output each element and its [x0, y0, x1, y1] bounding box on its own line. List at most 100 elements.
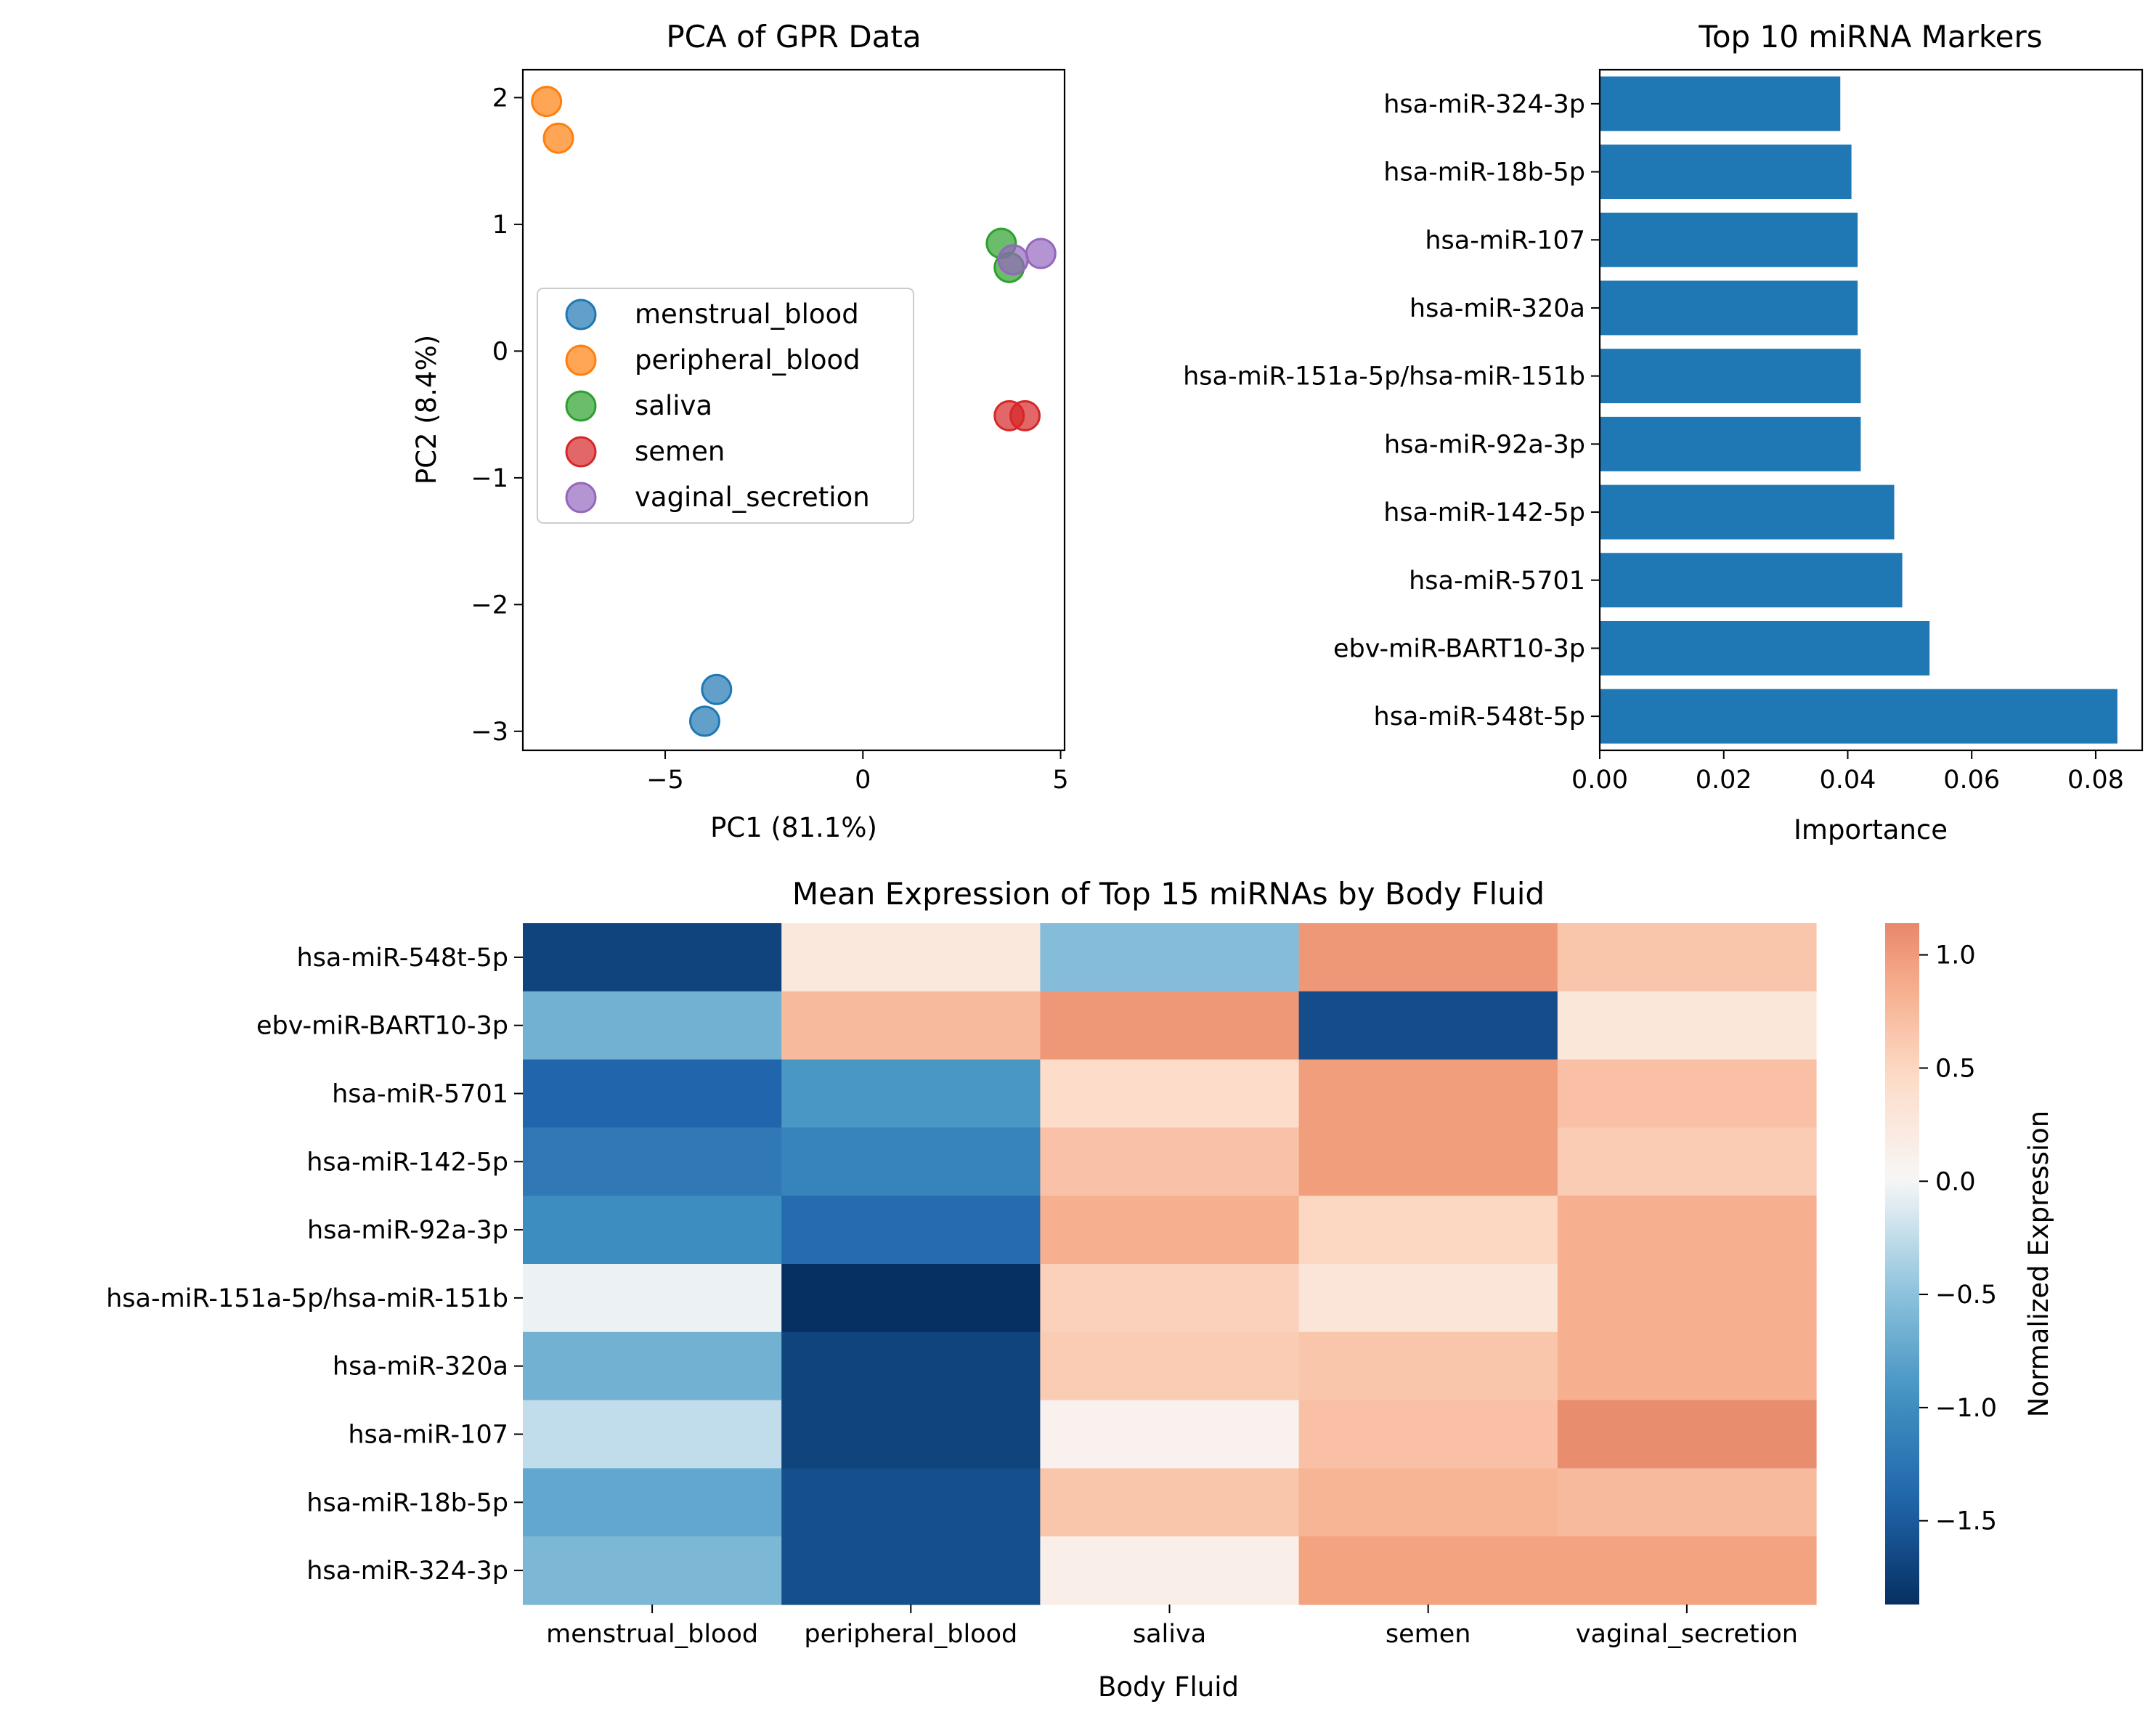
heatmap-cell-hsa-mir-92a-3p-peripheral-blood [781, 1196, 1041, 1265]
legend-marker-vaginal-secretion [565, 482, 597, 514]
heatmap-cell-hsa-mir-92a-3p-saliva [1040, 1196, 1300, 1265]
pca-point-peripheral-blood-1 [531, 86, 563, 118]
bar-category-label: hsa-miR-142-5p [1383, 498, 1585, 527]
heatmap-x-axis-label: Body Fluid [1098, 1671, 1239, 1703]
bar-hsa-mir-320a [1600, 280, 1858, 336]
heatmap-cell-hsa-mir-324-3p-peripheral-blood [781, 1536, 1041, 1605]
heatmap-cell-hsa-mir-107-menstrual-blood [523, 1400, 782, 1469]
colorbar-tick-label: 1.0 [1935, 941, 1976, 970]
pca-y-ticks: −3 −2 −1 0 1 2 [471, 84, 523, 747]
heatmap-column-label: saliva [1133, 1620, 1206, 1649]
heatmap-cell-hsa-mir-151a-5p-hsa-mir-151b-peripheral-blood [781, 1264, 1041, 1333]
pca-point-peripheral-blood-2 [542, 122, 574, 154]
heatmap-row-label: hsa-miR-5701 [332, 1080, 508, 1109]
heatmap-cell-hsa-mir-151a-5p-hsa-mir-151b-vaginal-secretion [1557, 1264, 1817, 1333]
heatmap-row-label: hsa-miR-142-5p [306, 1148, 508, 1177]
legend-marker-menstrual-blood [565, 299, 597, 330]
heatmap-cell-hsa-mir-5701-saliva [1040, 1059, 1300, 1128]
bar-hsa-mir-107 [1600, 212, 1858, 267]
pca-x-tick-label: 5 [1052, 766, 1068, 795]
heatmap-cell-hsa-mir-18b-5p-peripheral-blood [781, 1468, 1041, 1537]
bar-x-tick-label: 0.02 [1696, 766, 1752, 795]
legend-label-saliva: saliva [635, 390, 712, 421]
heatmap-cell-hsa-mir-92a-3p-vaginal-secretion [1557, 1196, 1817, 1265]
bar-plot-frame [1598, 68, 2144, 752]
bar-x-tick-label: 0.04 [1820, 766, 1876, 795]
heatmap-cell-hsa-mir-320a-peripheral-blood [781, 1331, 1041, 1401]
pca-y-axis-label: PC2 (8.4%) [411, 335, 442, 484]
heatmap-cell-hsa-mir-324-3p-saliva [1040, 1536, 1300, 1605]
bar-category-label: hsa-miR-324-3p [1383, 90, 1585, 119]
heatmap-cell-hsa-mir-324-3p-vaginal-secretion [1557, 1536, 1817, 1605]
pca-title: PCA of GPR Data [666, 19, 921, 54]
bar-category-label: hsa-miR-18b-5p [1383, 158, 1585, 187]
heatmap-cell-hsa-mir-320a-semen [1298, 1331, 1558, 1401]
pca-x-axis-label: PC1 (81.1%) [710, 812, 877, 843]
bar-x-tick-label: 0.08 [2067, 766, 2124, 795]
bar-hsa-mir-151a-5p-hsa-mir-151b [1600, 349, 1861, 404]
pca-x-ticks: −5 0 5 [646, 750, 1069, 795]
heatmap-cell-hsa-mir-142-5p-menstrual-blood [523, 1127, 782, 1196]
legend-marker-semen [565, 436, 597, 468]
heatmap-cell-hsa-mir-142-5p-peripheral-blood [781, 1127, 1041, 1196]
heatmap-cell-hsa-mir-548t-5p-semen [1298, 923, 1558, 992]
heatmap-cell-hsa-mir-18b-5p-saliva [1040, 1468, 1300, 1537]
colorbar-tick-label: 0.0 [1935, 1167, 1976, 1196]
pca-y-tick-label: 2 [492, 84, 508, 113]
bar-x-tick-label: 0.06 [1943, 766, 2000, 795]
legend-label-peripheral-blood: peripheral_blood [635, 344, 861, 376]
heatmap-row-label: hsa-miR-320a [333, 1352, 508, 1382]
heatmap-cell-hsa-mir-5701-peripheral-blood [781, 1059, 1041, 1128]
heatmap-cells-layer [523, 923, 1817, 1605]
heatmap-cell-hsa-mir-320a-menstrual-blood [523, 1331, 782, 1401]
heatmap-cell-hsa-mir-92a-3p-semen [1298, 1196, 1558, 1265]
legend-label-vaginal-secretion: vaginal_secretion [635, 482, 870, 513]
heatmap-cell-ebv-mir-bart10-3p-peripheral-blood [781, 991, 1041, 1060]
importance-bars-layer [1600, 76, 2118, 744]
heatmap-row-label: hsa-miR-92a-3p [307, 1216, 508, 1245]
colorbar [1885, 923, 1919, 1605]
heatmap-column-label: peripheral_blood [804, 1620, 1017, 1649]
colorbar-label: Normalized Expression [2023, 1111, 2054, 1417]
colorbar-ticks: 1.0 0.5 0.0 −0.5 −1.0 −1.5 [1919, 941, 1997, 1536]
heatmap-cell-hsa-mir-151a-5p-hsa-mir-151b-menstrual-blood [523, 1264, 782, 1333]
heatmap-x-ticks: menstrual_blood peripheral_blood saliva sem… [546, 1605, 1798, 1649]
legend-label-menstrual-blood: menstrual_blood [635, 299, 859, 330]
bar-category-label: hsa-miR-151a-5p/hsa-miR-151b [1183, 362, 1585, 392]
heatmap-cell-hsa-mir-18b-5p-menstrual-blood [523, 1468, 782, 1537]
heatmap-column-label: menstrual_blood [546, 1620, 758, 1649]
heatmap-cell-hsa-mir-324-3p-menstrual-blood [523, 1536, 782, 1605]
pca-points-layer [531, 86, 1057, 737]
bar-x-tick-label: 0.00 [1571, 766, 1628, 795]
heatmap-column-label: semen [1386, 1620, 1471, 1649]
pca-y-tick-label: −1 [471, 464, 508, 493]
bar-category-label: hsa-miR-92a-3p [1384, 430, 1585, 459]
heatmap-cell-hsa-mir-18b-5p-semen [1298, 1468, 1558, 1537]
legend-marker-peripheral-blood [565, 344, 597, 376]
bar-category-label: hsa-miR-320a [1409, 294, 1585, 323]
bar-ebv-mir-bart10-3p [1600, 620, 1930, 676]
bar-hsa-mir-142-5p [1600, 484, 1895, 540]
heatmap-cell-hsa-mir-5701-menstrual-blood [523, 1059, 782, 1128]
bar-category-label: hsa-miR-107 [1425, 226, 1585, 255]
bar-hsa-mir-5701 [1600, 553, 1903, 608]
legend-marker-saliva [565, 390, 597, 422]
pca-point-vaginal-secretion-1 [997, 244, 1029, 276]
heatmap-cell-hsa-mir-142-5p-saliva [1040, 1127, 1300, 1196]
pca-y-tick-label: −2 [471, 591, 508, 620]
heatmap-cell-ebv-mir-bart10-3p-saliva [1040, 991, 1300, 1060]
bar-category-label: hsa-miR-548t-5p [1374, 702, 1585, 731]
pca-y-tick-label: 1 [492, 211, 508, 240]
heatmap-cell-hsa-mir-142-5p-semen [1298, 1127, 1558, 1196]
heatmap-column-label: vaginal_secretion [1576, 1620, 1798, 1649]
bar-title: Top 10 miRNA Markers [1698, 19, 2042, 54]
pca-y-tick-label: 0 [492, 337, 508, 366]
heatmap-cell-hsa-mir-5701-semen [1298, 1059, 1558, 1128]
colorbar-tick-label: −0.5 [1935, 1281, 1997, 1310]
heatmap-cell-hsa-mir-107-peripheral-blood [781, 1400, 1041, 1469]
heatmap-row-label: ebv-miR-BART10-3p [256, 1012, 508, 1041]
bar-hsa-mir-324-3p [1600, 76, 1841, 131]
pca-point-menstrual-blood-1 [701, 673, 733, 705]
heatmap-row-label: hsa-miR-548t-5p [297, 944, 508, 973]
